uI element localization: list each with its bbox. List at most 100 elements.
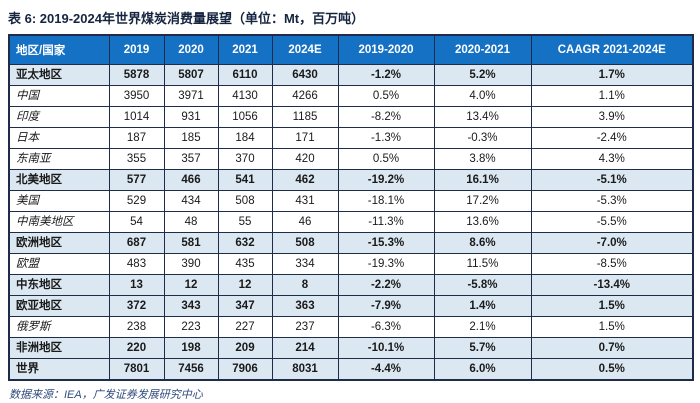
value-cell: -2.4% — [530, 126, 694, 149]
value-cell: 223 — [163, 315, 219, 338]
region-cell: 欧洲地区 — [8, 231, 110, 254]
value-cell: 48 — [163, 210, 219, 233]
region-cell: 美国 — [8, 189, 110, 212]
value-cell: 7801 — [108, 357, 165, 380]
value-cell: 1.4% — [433, 294, 532, 317]
value-cell: -15.3% — [337, 231, 435, 254]
region-cell: 日本 — [8, 126, 110, 149]
value-cell: 3.9% — [530, 105, 694, 128]
value-cell: -11.3% — [337, 210, 435, 233]
value-cell: 6110 — [217, 63, 273, 86]
value-cell: 434 — [163, 189, 219, 212]
column-header-caagr: CAAGR 2021-2024E — [530, 34, 694, 65]
value-cell: 12 — [163, 273, 219, 296]
table-row: 中东地区 13 12 12 8 -2.2% -5.8% -13.4% — [8, 273, 694, 296]
value-cell: 5807 — [163, 63, 219, 86]
table-row: 欧亚地区 372 343 347 363 -7.9% 1.4% 1.5% — [8, 294, 694, 317]
table-row: 欧洲地区 687 581 632 508 -15.3% 8.6% -7.0% — [8, 231, 694, 254]
value-cell: 4266 — [271, 84, 339, 107]
value-cell: 185 — [163, 126, 219, 149]
value-cell: 462 — [271, 168, 339, 191]
value-cell: -5.3% — [530, 189, 694, 212]
region-cell: 中南美地区 — [8, 210, 110, 233]
value-cell: 1.7% — [530, 63, 694, 86]
value-cell: 16.1% — [433, 168, 532, 191]
value-cell: 54 — [108, 210, 165, 233]
table-title: 表 6: 2019-2024年世界煤炭消费量展望（单位：Mt，百万吨） — [8, 11, 365, 26]
value-cell: 187 — [108, 126, 165, 149]
value-cell: -5.5% — [530, 210, 694, 233]
region-cell: 欧亚地区 — [8, 294, 110, 317]
column-header-yoy-2019-2020: 2019-2020 — [337, 34, 435, 65]
value-cell: 46 — [271, 210, 339, 233]
table-row: 北美地区 577 466 541 462 -19.2% 16.1% -5.1% — [8, 168, 694, 191]
value-cell: 0.7% — [530, 336, 694, 359]
value-cell: 8031 — [271, 357, 339, 380]
region-cell: 非洲地区 — [8, 336, 110, 359]
value-cell: 238 — [108, 315, 165, 338]
value-cell: 343 — [163, 294, 219, 317]
table-row: 美国 529 434 508 431 -18.1% 17.2% -5.3% — [8, 189, 694, 212]
value-cell: -7.0% — [530, 231, 694, 254]
value-cell: 529 — [108, 189, 165, 212]
header-row: 地区/国家 2019 2020 2021 2024E 2019-2020 202… — [8, 34, 694, 65]
value-cell: 363 — [271, 294, 339, 317]
column-header-yoy-2020-2021: 2020-2021 — [433, 34, 532, 65]
value-cell: 1014 — [108, 105, 165, 128]
value-cell: 2.1% — [433, 315, 532, 338]
table-body: 亚太地区 5878 5807 6110 6430 -1.2% 5.2% 1.7% 中国 3950 3… — [8, 63, 694, 380]
value-cell: 55 — [217, 210, 273, 233]
region-cell: 欧盟 — [8, 252, 110, 275]
region-cell: 中国 — [8, 84, 110, 107]
value-cell: 431 — [271, 189, 339, 212]
value-cell: -1.3% — [337, 126, 435, 149]
value-cell: 214 — [271, 336, 339, 359]
region-cell: 北美地区 — [8, 168, 110, 191]
value-cell: 8 — [271, 273, 339, 296]
value-cell: 577 — [108, 168, 165, 191]
region-cell: 中东地区 — [8, 273, 110, 296]
value-cell: 220 — [108, 336, 165, 359]
value-cell: -5.1% — [530, 168, 694, 191]
coal-consumption-table: 地区/国家 2019 2020 2021 2024E 2019-2020 202… — [8, 34, 694, 381]
value-cell: 7456 — [163, 357, 219, 380]
table-row: 日本 187 185 184 171 -1.3% -0.3% -2.4% — [8, 126, 694, 149]
table-row: 亚太地区 5878 5807 6110 6430 -1.2% 5.2% 1.7% — [8, 63, 694, 86]
region-cell: 印度 — [8, 105, 110, 128]
value-cell: 13.6% — [433, 210, 532, 233]
value-cell: -5.8% — [433, 273, 532, 296]
value-cell: 0.5% — [337, 84, 435, 107]
table-row: 俄罗斯 238 223 227 237 -6.3% 2.1% 1.5% — [8, 315, 694, 338]
value-cell: 541 — [217, 168, 273, 191]
value-cell: -18.1% — [337, 189, 435, 212]
value-cell: 355 — [108, 147, 165, 170]
table-row: 中国 3950 3971 4130 4266 0.5% 4.0% 1.1% — [8, 84, 694, 107]
value-cell: 1.1% — [530, 84, 694, 107]
value-cell: 1.5% — [530, 294, 694, 317]
value-cell: 3950 — [108, 84, 165, 107]
value-cell: 347 — [217, 294, 273, 317]
value-cell: 237 — [271, 315, 339, 338]
value-cell: 5.7% — [433, 336, 532, 359]
value-cell: 334 — [271, 252, 339, 275]
value-cell: -1.2% — [337, 63, 435, 86]
value-cell: 4.3% — [530, 147, 694, 170]
value-cell: 11.5% — [433, 252, 532, 275]
table-row: 中南美地区 54 48 55 46 -11.3% 13.6% -5.5% — [8, 210, 694, 233]
value-cell: 508 — [271, 231, 339, 254]
value-cell: 17.2% — [433, 189, 532, 212]
value-cell: 0.5% — [530, 357, 694, 380]
value-cell: 184 — [217, 126, 273, 149]
value-cell: -0.3% — [433, 126, 532, 149]
region-cell: 俄罗斯 — [8, 315, 110, 338]
value-cell: 5878 — [108, 63, 165, 86]
value-cell: 632 — [217, 231, 273, 254]
value-cell: 3971 — [163, 84, 219, 107]
table-row: 印度 1014 931 1056 1185 -8.2% 13.4% 3.9% — [8, 105, 694, 128]
value-cell: 198 — [163, 336, 219, 359]
value-cell: 171 — [271, 126, 339, 149]
value-cell: 466 — [163, 168, 219, 191]
value-cell: 0.5% — [337, 147, 435, 170]
column-header-region: 地区/国家 — [8, 34, 110, 65]
